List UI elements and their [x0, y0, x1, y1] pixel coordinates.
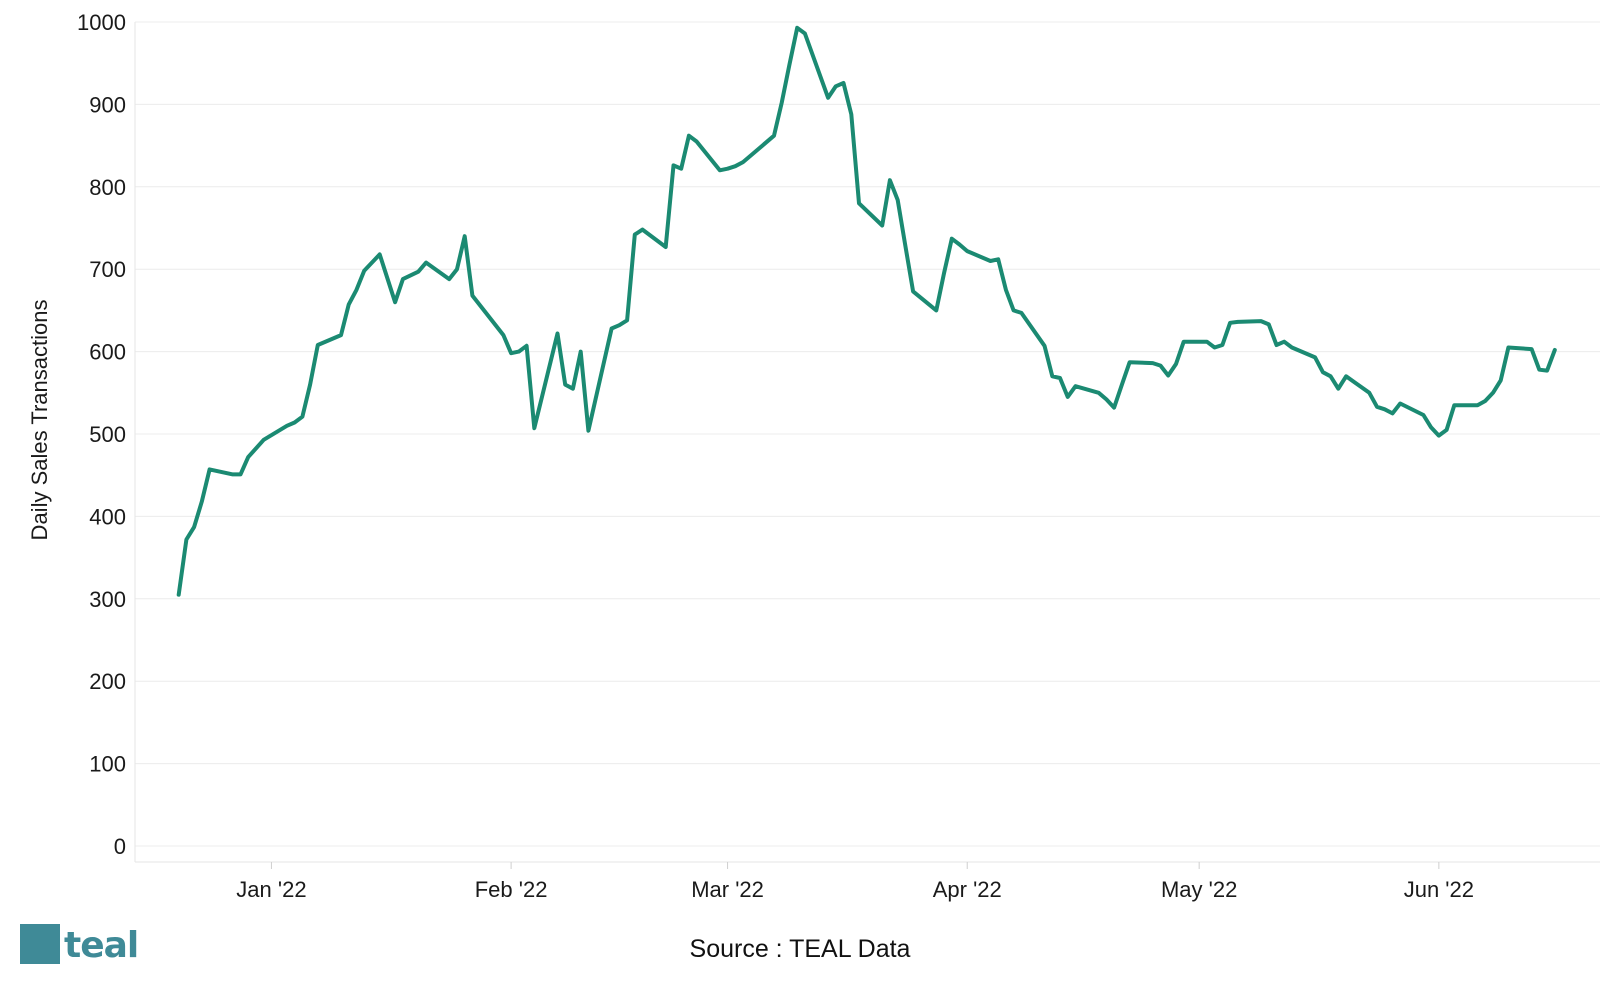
- y-tick-label-0: 0: [114, 834, 126, 859]
- y-tick-label-800: 800: [89, 175, 126, 200]
- y-tick-label-500: 500: [89, 422, 126, 447]
- y-tick-label-900: 900: [89, 92, 126, 117]
- logo-text: teal: [64, 925, 139, 966]
- series-layer: [176, 25, 1557, 597]
- x-tick-label: May '22: [1161, 877, 1237, 902]
- y-tick-label-1000: 1000: [77, 10, 126, 35]
- gridlines: [134, 21, 1600, 863]
- y-tick-label-400: 400: [89, 504, 126, 529]
- logo-square-icon: [20, 924, 60, 964]
- y-axis-label: Daily Sales Transactions: [27, 300, 52, 541]
- y-tick-label-300: 300: [89, 587, 126, 612]
- series-line: [176, 25, 1557, 597]
- y-axis-ticks: 0 100 200 300 400 500 600 700 800 900 1000: [77, 10, 126, 859]
- teal-logo: teal: [20, 920, 139, 966]
- x-axis-ticks: Jan '22 Feb '22 Mar '22 Apr '22 May '22 Jun '…: [236, 862, 1474, 902]
- x-tick-label: Apr '22: [933, 877, 1002, 902]
- x-tick-label: Mar '22: [691, 877, 764, 902]
- x-tick-label: Feb '22: [475, 877, 548, 902]
- x-tick-label: Jan '22: [236, 877, 306, 902]
- y-tick-label-100: 100: [89, 752, 126, 777]
- x-tick-label: Jun '22: [1404, 877, 1474, 902]
- y-tick-label-200: 200: [89, 669, 126, 694]
- y-tick-label-700: 700: [89, 257, 126, 282]
- source-caption: Source : TEAL Data: [689, 935, 911, 963]
- y-tick-label-600: 600: [89, 340, 126, 365]
